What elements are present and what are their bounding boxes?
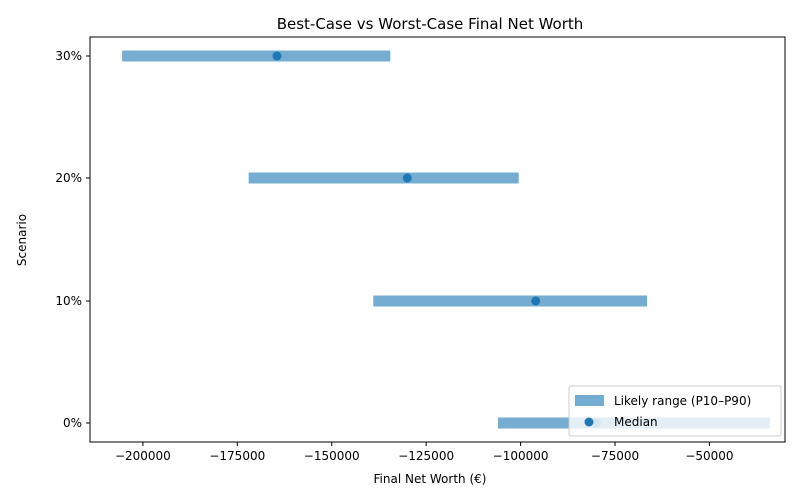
x-axis-ticks: −200000 −175000 −150000 −125000 −100000 −7500…	[115, 442, 734, 463]
plot-frame	[89, 36, 786, 443]
range-bars	[122, 50, 770, 429]
y-axis-label: Scenario	[15, 214, 29, 266]
y-tick-label: 30%	[55, 49, 82, 63]
legend-range-swatch	[575, 395, 604, 406]
legend-range-label: Likely range (P10–P90)	[614, 394, 751, 408]
legend-median-label: Median	[614, 415, 658, 429]
median-point	[402, 173, 412, 183]
chart-title: Best-Case vs Worst-Case Final Net Worth	[277, 15, 584, 33]
range-bar	[122, 50, 391, 62]
median-point	[531, 296, 541, 306]
legend-median-marker	[584, 417, 594, 427]
y-tick-label: 0%	[63, 416, 82, 430]
x-tick-label: −175000	[209, 449, 265, 463]
y-axis-ticks: 0% 10% 20% 30%	[55, 49, 90, 430]
x-tick-label: −75000	[591, 449, 639, 463]
range-bar	[373, 295, 648, 307]
x-axis-label: Final Net Worth (€)	[374, 472, 487, 486]
legend: Likely range (P10–P90) Median	[568, 385, 782, 437]
x-tick-label: −150000	[304, 449, 360, 463]
range-bar	[248, 172, 519, 184]
x-tick-label: −125000	[398, 449, 454, 463]
x-tick-label: −100000	[493, 449, 549, 463]
median-point	[272, 51, 282, 61]
y-tick-label: 10%	[55, 294, 82, 308]
x-tick-label: −200000	[115, 449, 171, 463]
legend-box	[568, 385, 782, 437]
y-tick-label: 20%	[55, 171, 82, 185]
median-points	[272, 51, 601, 428]
x-tick-label: −50000	[685, 449, 733, 463]
